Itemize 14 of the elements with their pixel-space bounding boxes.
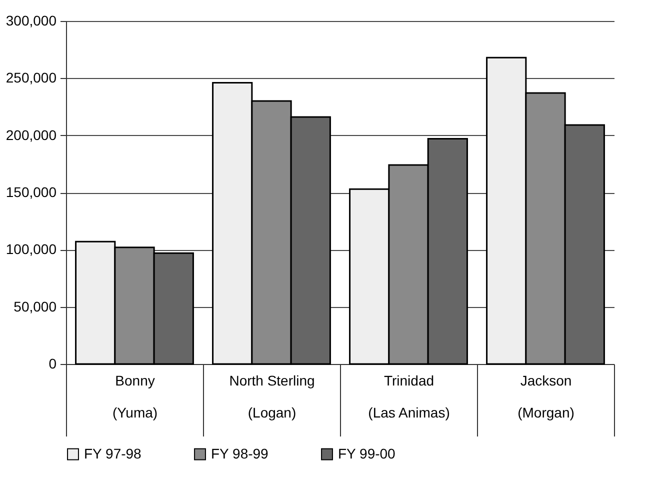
legend-label: FY 97-98 bbox=[84, 445, 142, 462]
legend-label: FY 98-99 bbox=[211, 445, 269, 462]
y-tick-label: 50,000 bbox=[14, 298, 57, 314]
x-tick-label: Jackson (Morgan) bbox=[518, 372, 574, 420]
x-tick-label: Bonny (Yuma) bbox=[112, 372, 158, 420]
y-tick-label: 300,000 bbox=[6, 12, 57, 28]
x-tick-label: North Sterling (Logan) bbox=[229, 372, 315, 420]
x-tick-label: Trinidad (Las Animas) bbox=[368, 372, 450, 420]
y-tick-label: 100,000 bbox=[6, 241, 57, 258]
legend-label: FY 99-00 bbox=[338, 445, 396, 462]
y-tick-label: 250,000 bbox=[6, 70, 57, 86]
y-tick-label: 150,000 bbox=[6, 184, 57, 200]
y-tick-label: 0 bbox=[48, 356, 57, 372]
y-tick-label: 200,000 bbox=[6, 126, 57, 143]
